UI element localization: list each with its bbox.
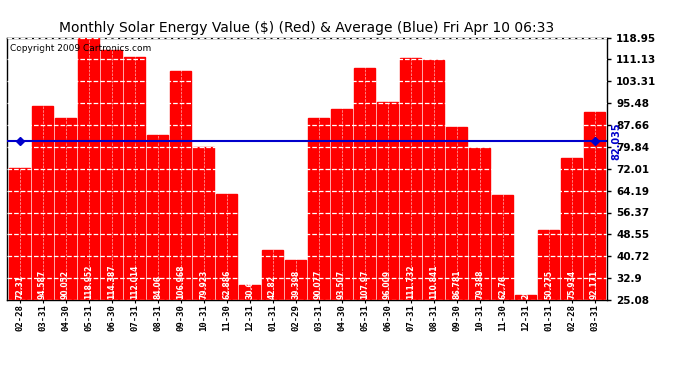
Bar (515, 295, 536, 370)
Title: Monthly Solar Energy Value ($) (Red) & Average (Blue) Fri Apr 10 06:33: Monthly Solar Energy Value ($) (Red) & A… (59, 21, 555, 35)
Bar (124, 57, 145, 370)
Text: 114.387: 114.387 (107, 264, 116, 298)
Text: 94.587: 94.587 (38, 269, 47, 298)
Text: 111.732: 111.732 (406, 264, 415, 298)
Text: 72.31: 72.31 (15, 274, 24, 298)
Bar (78, 38, 99, 370)
Bar (331, 109, 352, 370)
Bar (469, 148, 490, 370)
Text: 90.052: 90.052 (61, 270, 70, 298)
Bar (492, 195, 513, 370)
Text: 107.97: 107.97 (360, 269, 369, 298)
Text: 84.06: 84.06 (153, 274, 162, 298)
Text: 39.398: 39.398 (291, 269, 300, 298)
Text: 112.014: 112.014 (130, 264, 139, 298)
Bar (584, 112, 605, 370)
Text: 62.76: 62.76 (498, 274, 507, 298)
Bar (423, 60, 444, 370)
Bar (239, 285, 260, 370)
Text: 30.601: 30.601 (245, 270, 254, 298)
Bar (32, 106, 53, 370)
Bar (400, 58, 421, 370)
Text: 42.82: 42.82 (268, 274, 277, 298)
Bar (170, 71, 191, 370)
Bar (446, 128, 467, 370)
Bar (308, 118, 329, 370)
Text: 90.077: 90.077 (314, 269, 323, 298)
Text: 79.923: 79.923 (199, 269, 208, 298)
Text: 86.781: 86.781 (452, 269, 461, 298)
Bar (193, 147, 214, 370)
Bar (538, 230, 559, 370)
Bar (101, 50, 122, 370)
Text: 82.035: 82.035 (611, 122, 622, 159)
Text: Copyright 2009 Cartronics.com: Copyright 2009 Cartronics.com (10, 44, 151, 53)
Bar (561, 158, 582, 370)
Text: 96.009: 96.009 (383, 270, 392, 298)
Text: 110.841: 110.841 (429, 264, 438, 298)
Bar (377, 102, 398, 370)
Bar (55, 118, 76, 370)
Text: 26.918: 26.918 (521, 269, 530, 298)
Text: 79.388: 79.388 (475, 269, 484, 298)
Bar (285, 260, 306, 370)
Text: 93.507: 93.507 (337, 270, 346, 298)
Text: 62.886: 62.886 (222, 269, 231, 298)
Text: 50.275: 50.275 (544, 270, 553, 298)
Text: 118.952: 118.952 (84, 264, 93, 298)
Bar (354, 68, 375, 370)
Text: 75.934: 75.934 (567, 270, 576, 298)
Bar (216, 194, 237, 370)
Bar (9, 168, 30, 370)
Bar (262, 251, 283, 370)
Bar (147, 135, 168, 370)
Text: 92.171: 92.171 (590, 269, 599, 298)
Text: 106.968: 106.968 (176, 264, 185, 298)
